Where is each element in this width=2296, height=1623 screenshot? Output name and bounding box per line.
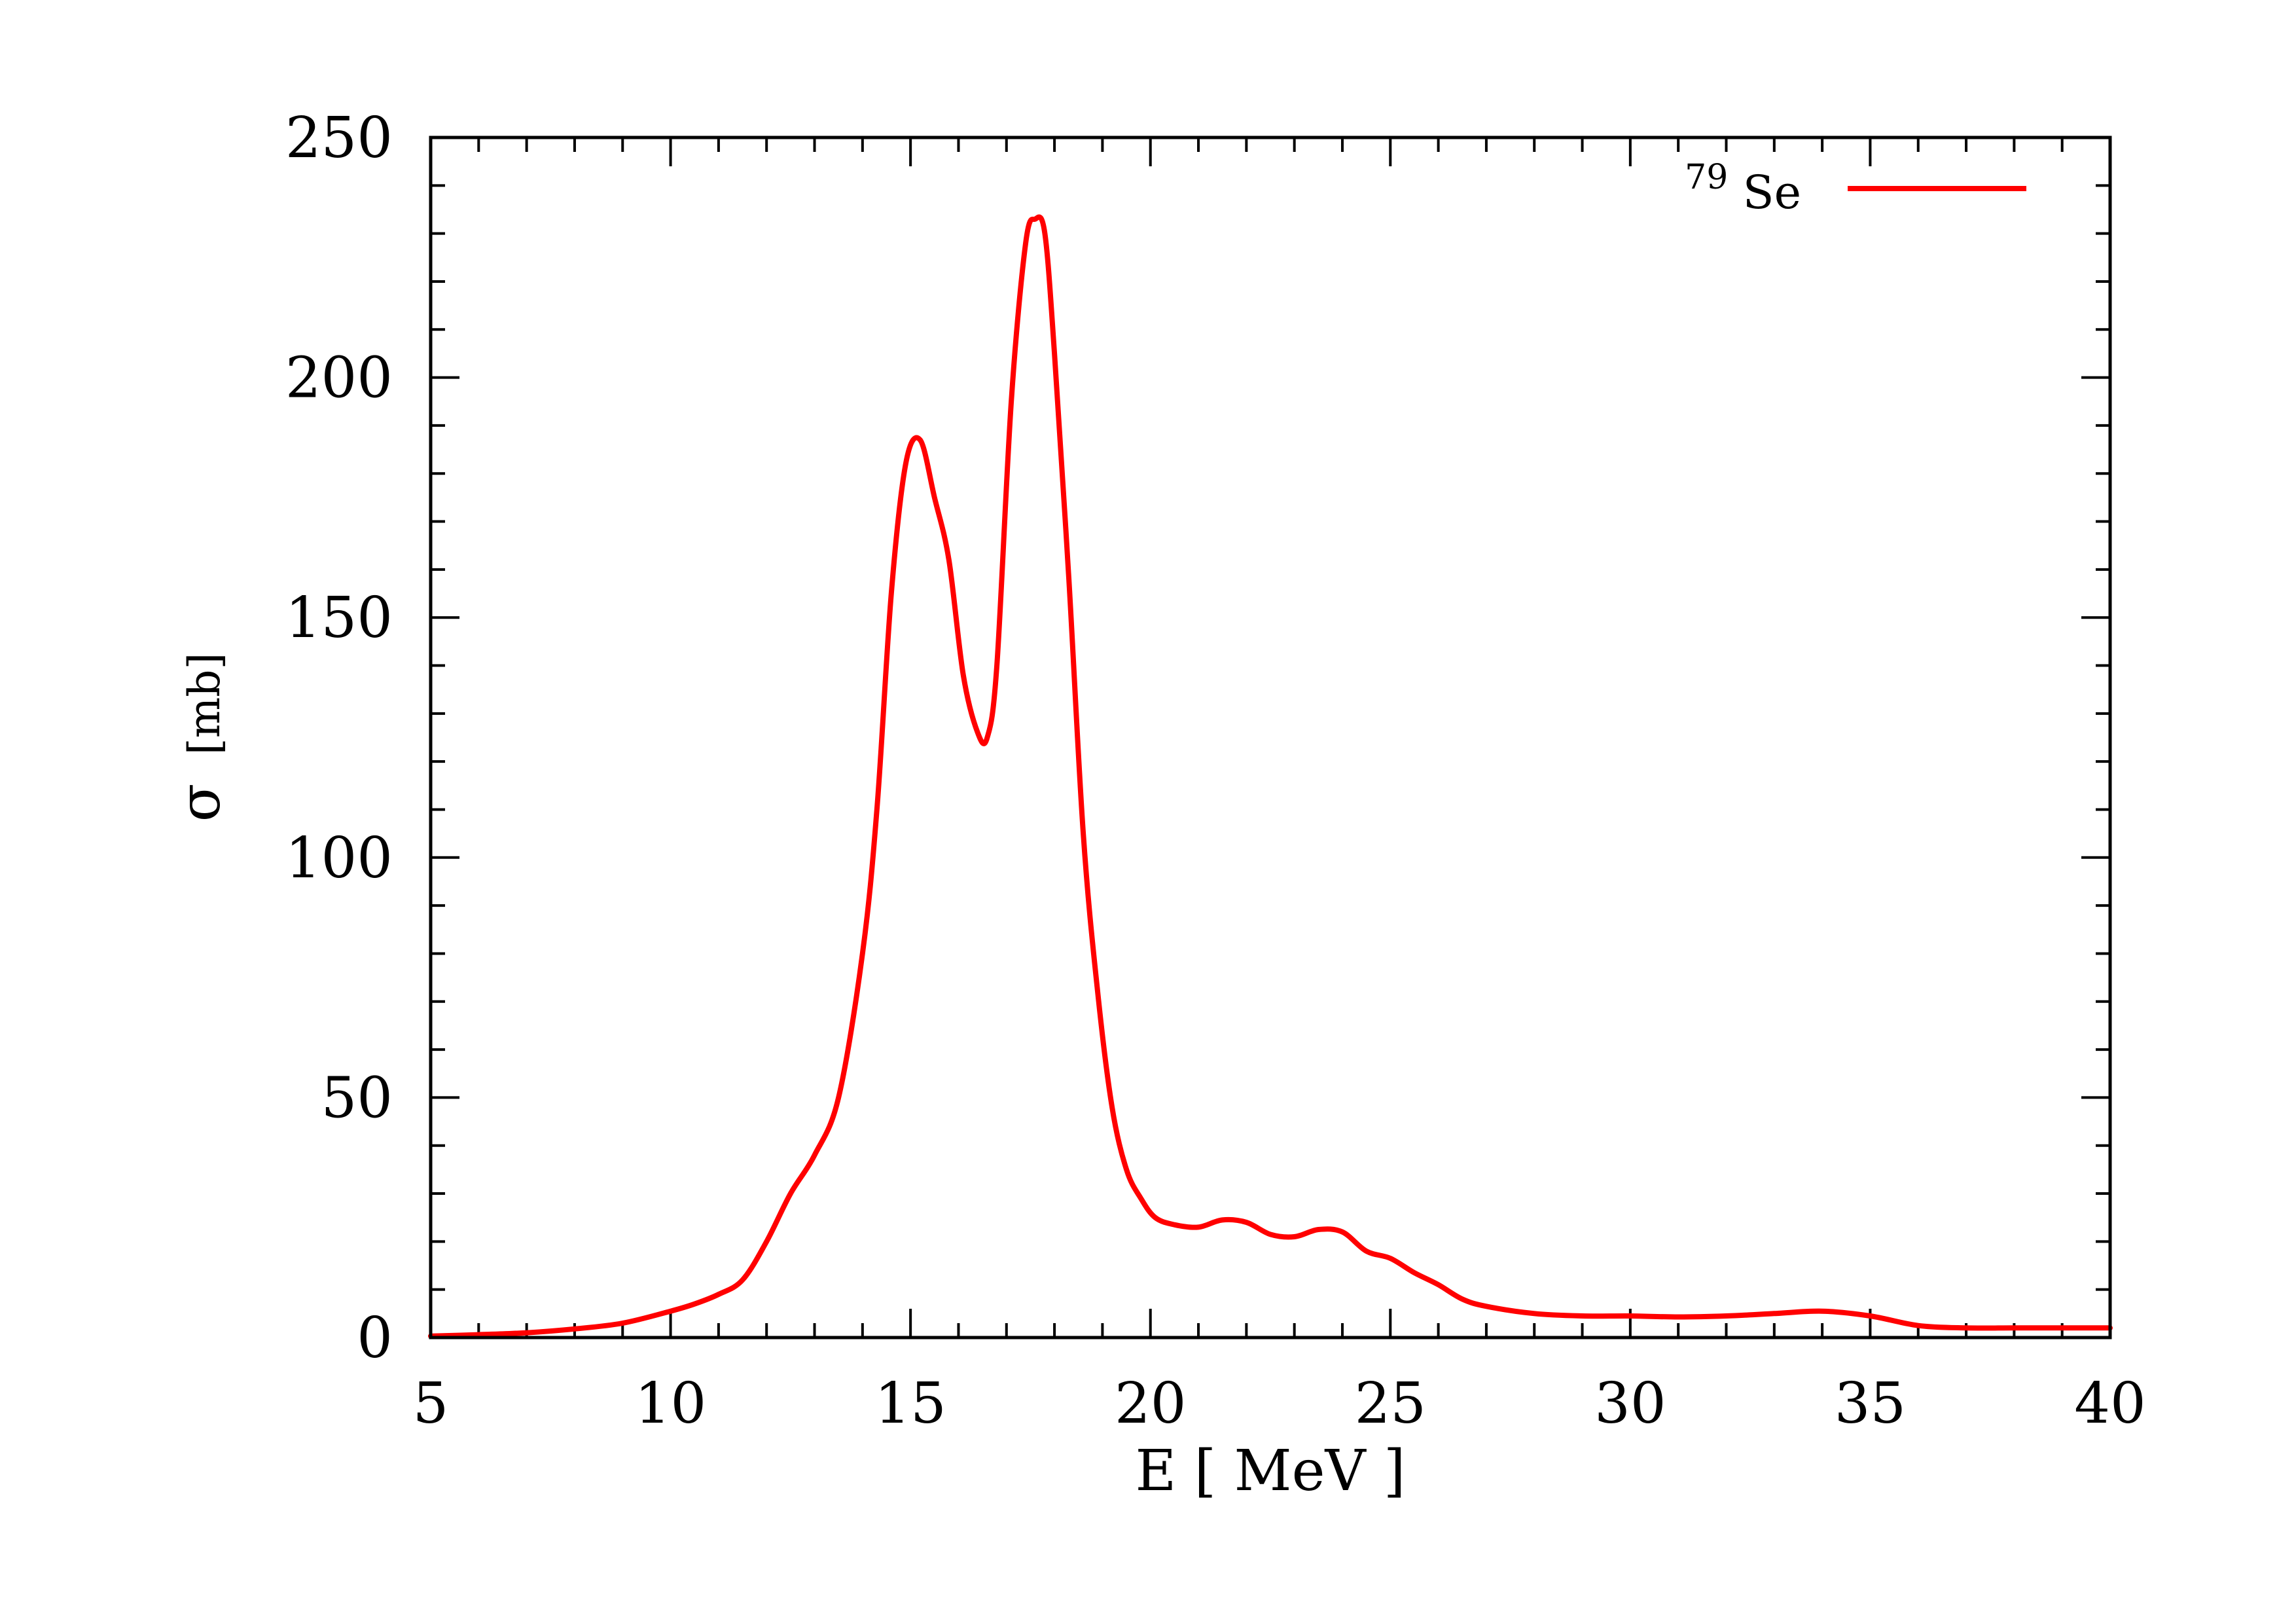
y-tick-label: 100 bbox=[285, 826, 393, 891]
y-axis-unit: [mb] bbox=[179, 653, 230, 755]
y-tick-label: 150 bbox=[285, 585, 393, 651]
x-tick-label: 15 bbox=[874, 1371, 946, 1436]
plot-frame bbox=[429, 136, 2112, 1340]
x-tick-label: 5 bbox=[413, 1371, 449, 1436]
legend-label: 79 Se bbox=[1685, 146, 1801, 219]
x-tick-label: 20 bbox=[1115, 1371, 1186, 1436]
x-tick-label: 35 bbox=[1835, 1371, 1906, 1436]
y-tick-label: 50 bbox=[321, 1065, 393, 1131]
x-tick-label: 25 bbox=[1355, 1371, 1426, 1436]
series-line-79se bbox=[428, 214, 2113, 1339]
minor-ticks bbox=[431, 137, 2110, 1338]
y-axis-symbol: σ bbox=[168, 783, 233, 822]
legend: 79 Se bbox=[1685, 146, 2026, 219]
legend-series-name: Se bbox=[1743, 166, 1801, 219]
y-tick-label: 250 bbox=[285, 105, 393, 171]
x-axis-title: E [ MeV ] bbox=[1136, 1438, 1406, 1504]
y-tick-label: 0 bbox=[357, 1305, 393, 1371]
y-axis-title: σ [mb] bbox=[168, 653, 233, 822]
major-ticks bbox=[429, 136, 2111, 1339]
y-tick-labels: 0 50 100 150 200 250 bbox=[285, 105, 393, 1371]
legend-superscript: 79 bbox=[1685, 158, 1728, 197]
x-tick-label: 10 bbox=[635, 1371, 706, 1436]
y-tick-label: 200 bbox=[285, 346, 393, 411]
x-tick-labels: 5 10 15 20 25 30 35 40 bbox=[413, 1371, 2146, 1436]
x-tick-label: 40 bbox=[2074, 1371, 2145, 1436]
x-tick-label: 30 bbox=[1594, 1371, 1666, 1436]
